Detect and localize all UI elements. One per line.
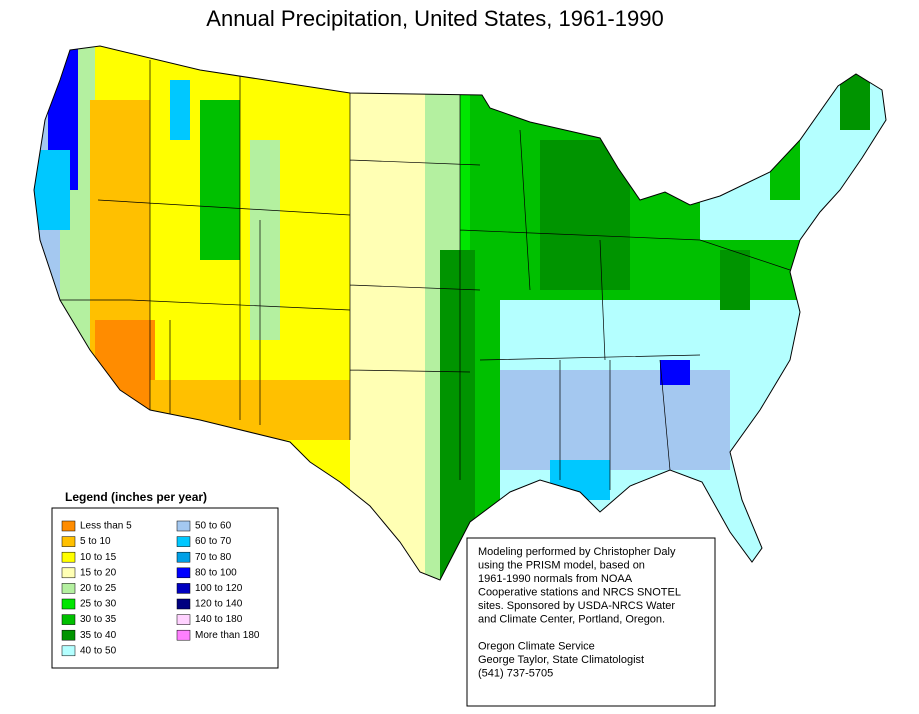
note-line: and Climate Center, Portland, Oregon. xyxy=(478,613,665,625)
legend-label: 10 to 15 xyxy=(80,552,117,563)
legend-label: 5 to 10 xyxy=(80,536,111,547)
legend: Less than 5 5 to 10 10 to 15 15 to 20 20 to … xyxy=(61,520,260,657)
precip-zone xyxy=(440,250,475,580)
legend-swatch xyxy=(61,551,76,563)
precip-zone xyxy=(150,380,350,440)
note-line: Cooperative stations and NRCS SNOTEL xyxy=(478,586,681,598)
legend-label: 70 to 80 xyxy=(195,552,232,563)
note-line: Oregon Climate Service xyxy=(478,640,595,652)
note: Modeling performed by Christopher Dalyus… xyxy=(478,546,681,680)
note-line: 1961-1990 normals from NOAA xyxy=(478,573,633,585)
note-line: (541) 737-5705 xyxy=(478,667,553,679)
note-line: Modeling performed by Christopher Daly xyxy=(478,546,676,558)
legend-swatch xyxy=(61,614,76,625)
legend-title: Legend (inches per year) xyxy=(65,490,207,504)
legend-swatch xyxy=(176,520,191,532)
precip-zone xyxy=(550,460,610,500)
note-line: sites. Sponsored by USDA-NRCS Water xyxy=(478,600,675,612)
legend-swatch xyxy=(61,629,76,641)
note-line: George Taylor, State Climatologist xyxy=(478,654,644,666)
legend-label: 100 to 120 xyxy=(195,583,243,594)
precip-zone xyxy=(840,70,870,130)
legend-label: 40 to 50 xyxy=(80,645,117,656)
legend-label: 80 to 100 xyxy=(195,567,237,578)
legend-swatch xyxy=(176,551,191,563)
legend-box xyxy=(51,507,279,669)
legend-swatch xyxy=(176,583,191,594)
precip-zone xyxy=(770,140,800,200)
legend-swatch xyxy=(61,645,76,657)
legend-label: 15 to 20 xyxy=(80,567,117,578)
legend-label: Less than 5 xyxy=(80,521,132,532)
legend-label: 140 to 180 xyxy=(195,614,243,625)
legend-swatch xyxy=(61,520,76,532)
precip-zone xyxy=(500,370,730,470)
legend-label: 35 to 40 xyxy=(80,630,117,641)
title: Annual Precipitation, United States, 196… xyxy=(206,6,663,31)
legend-label: 60 to 70 xyxy=(195,536,232,547)
legend-label: 120 to 140 xyxy=(195,599,243,610)
precip-zone xyxy=(250,140,280,340)
precip-zone xyxy=(540,140,630,290)
legend-swatch xyxy=(176,598,191,610)
precip-zone xyxy=(200,100,240,260)
us-outline xyxy=(33,45,887,581)
legend-label: 20 to 25 xyxy=(80,583,117,594)
legend-swatch xyxy=(176,567,191,579)
legend-swatch xyxy=(61,598,76,610)
legend-swatch xyxy=(61,567,76,579)
precip-zone xyxy=(170,80,190,140)
legend-label: 25 to 30 xyxy=(80,599,117,610)
legend-swatch xyxy=(61,583,76,594)
note-box xyxy=(466,537,716,707)
note-line: using the PRISM model, based on xyxy=(478,559,645,571)
legend-swatch xyxy=(176,614,191,625)
legend-swatch xyxy=(61,536,76,547)
precip-zone xyxy=(720,250,750,310)
precip-zone xyxy=(34,150,70,230)
precip-zone xyxy=(660,360,690,385)
state-borders xyxy=(60,60,791,490)
legend-label: 30 to 35 xyxy=(80,614,117,625)
legend-swatch xyxy=(176,629,191,641)
legend-swatch xyxy=(176,536,191,547)
legend-label: 50 to 60 xyxy=(195,521,232,532)
precip-zone xyxy=(95,320,155,420)
legend-label: More than 180 xyxy=(195,630,260,641)
